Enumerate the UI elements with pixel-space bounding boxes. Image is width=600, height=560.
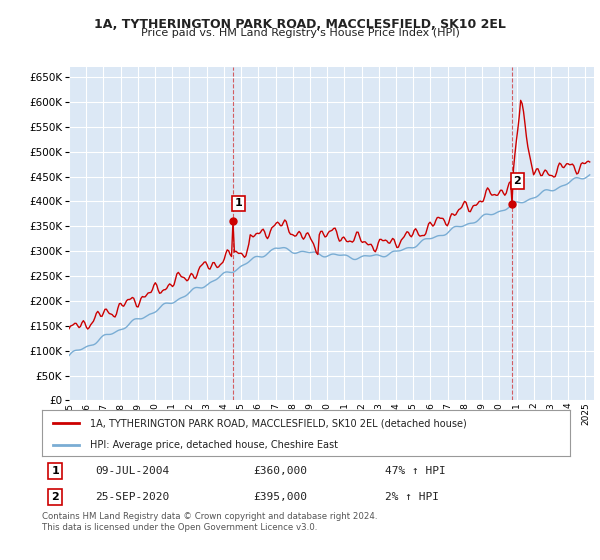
Text: Contains HM Land Registry data © Crown copyright and database right 2024.
This d: Contains HM Land Registry data © Crown c… xyxy=(42,512,377,532)
Text: £360,000: £360,000 xyxy=(253,466,307,476)
Text: 47% ↑ HPI: 47% ↑ HPI xyxy=(385,466,446,476)
Text: 2% ↑ HPI: 2% ↑ HPI xyxy=(385,492,439,502)
Text: 2: 2 xyxy=(514,176,521,186)
Text: 25-SEP-2020: 25-SEP-2020 xyxy=(95,492,169,502)
Text: £395,000: £395,000 xyxy=(253,492,307,502)
Text: 1A, TYTHERINGTON PARK ROAD, MACCLESFIELD, SK10 2EL: 1A, TYTHERINGTON PARK ROAD, MACCLESFIELD… xyxy=(94,18,506,31)
Text: Price paid vs. HM Land Registry's House Price Index (HPI): Price paid vs. HM Land Registry's House … xyxy=(140,28,460,38)
Text: 1A, TYTHERINGTON PARK ROAD, MACCLESFIELD, SK10 2EL (detached house): 1A, TYTHERINGTON PARK ROAD, MACCLESFIELD… xyxy=(89,418,466,428)
Text: HPI: Average price, detached house, Cheshire East: HPI: Average price, detached house, Ches… xyxy=(89,440,338,450)
Text: 1: 1 xyxy=(235,198,242,208)
Text: 1: 1 xyxy=(52,466,59,476)
Text: 09-JUL-2004: 09-JUL-2004 xyxy=(95,466,169,476)
Text: 2: 2 xyxy=(52,492,59,502)
